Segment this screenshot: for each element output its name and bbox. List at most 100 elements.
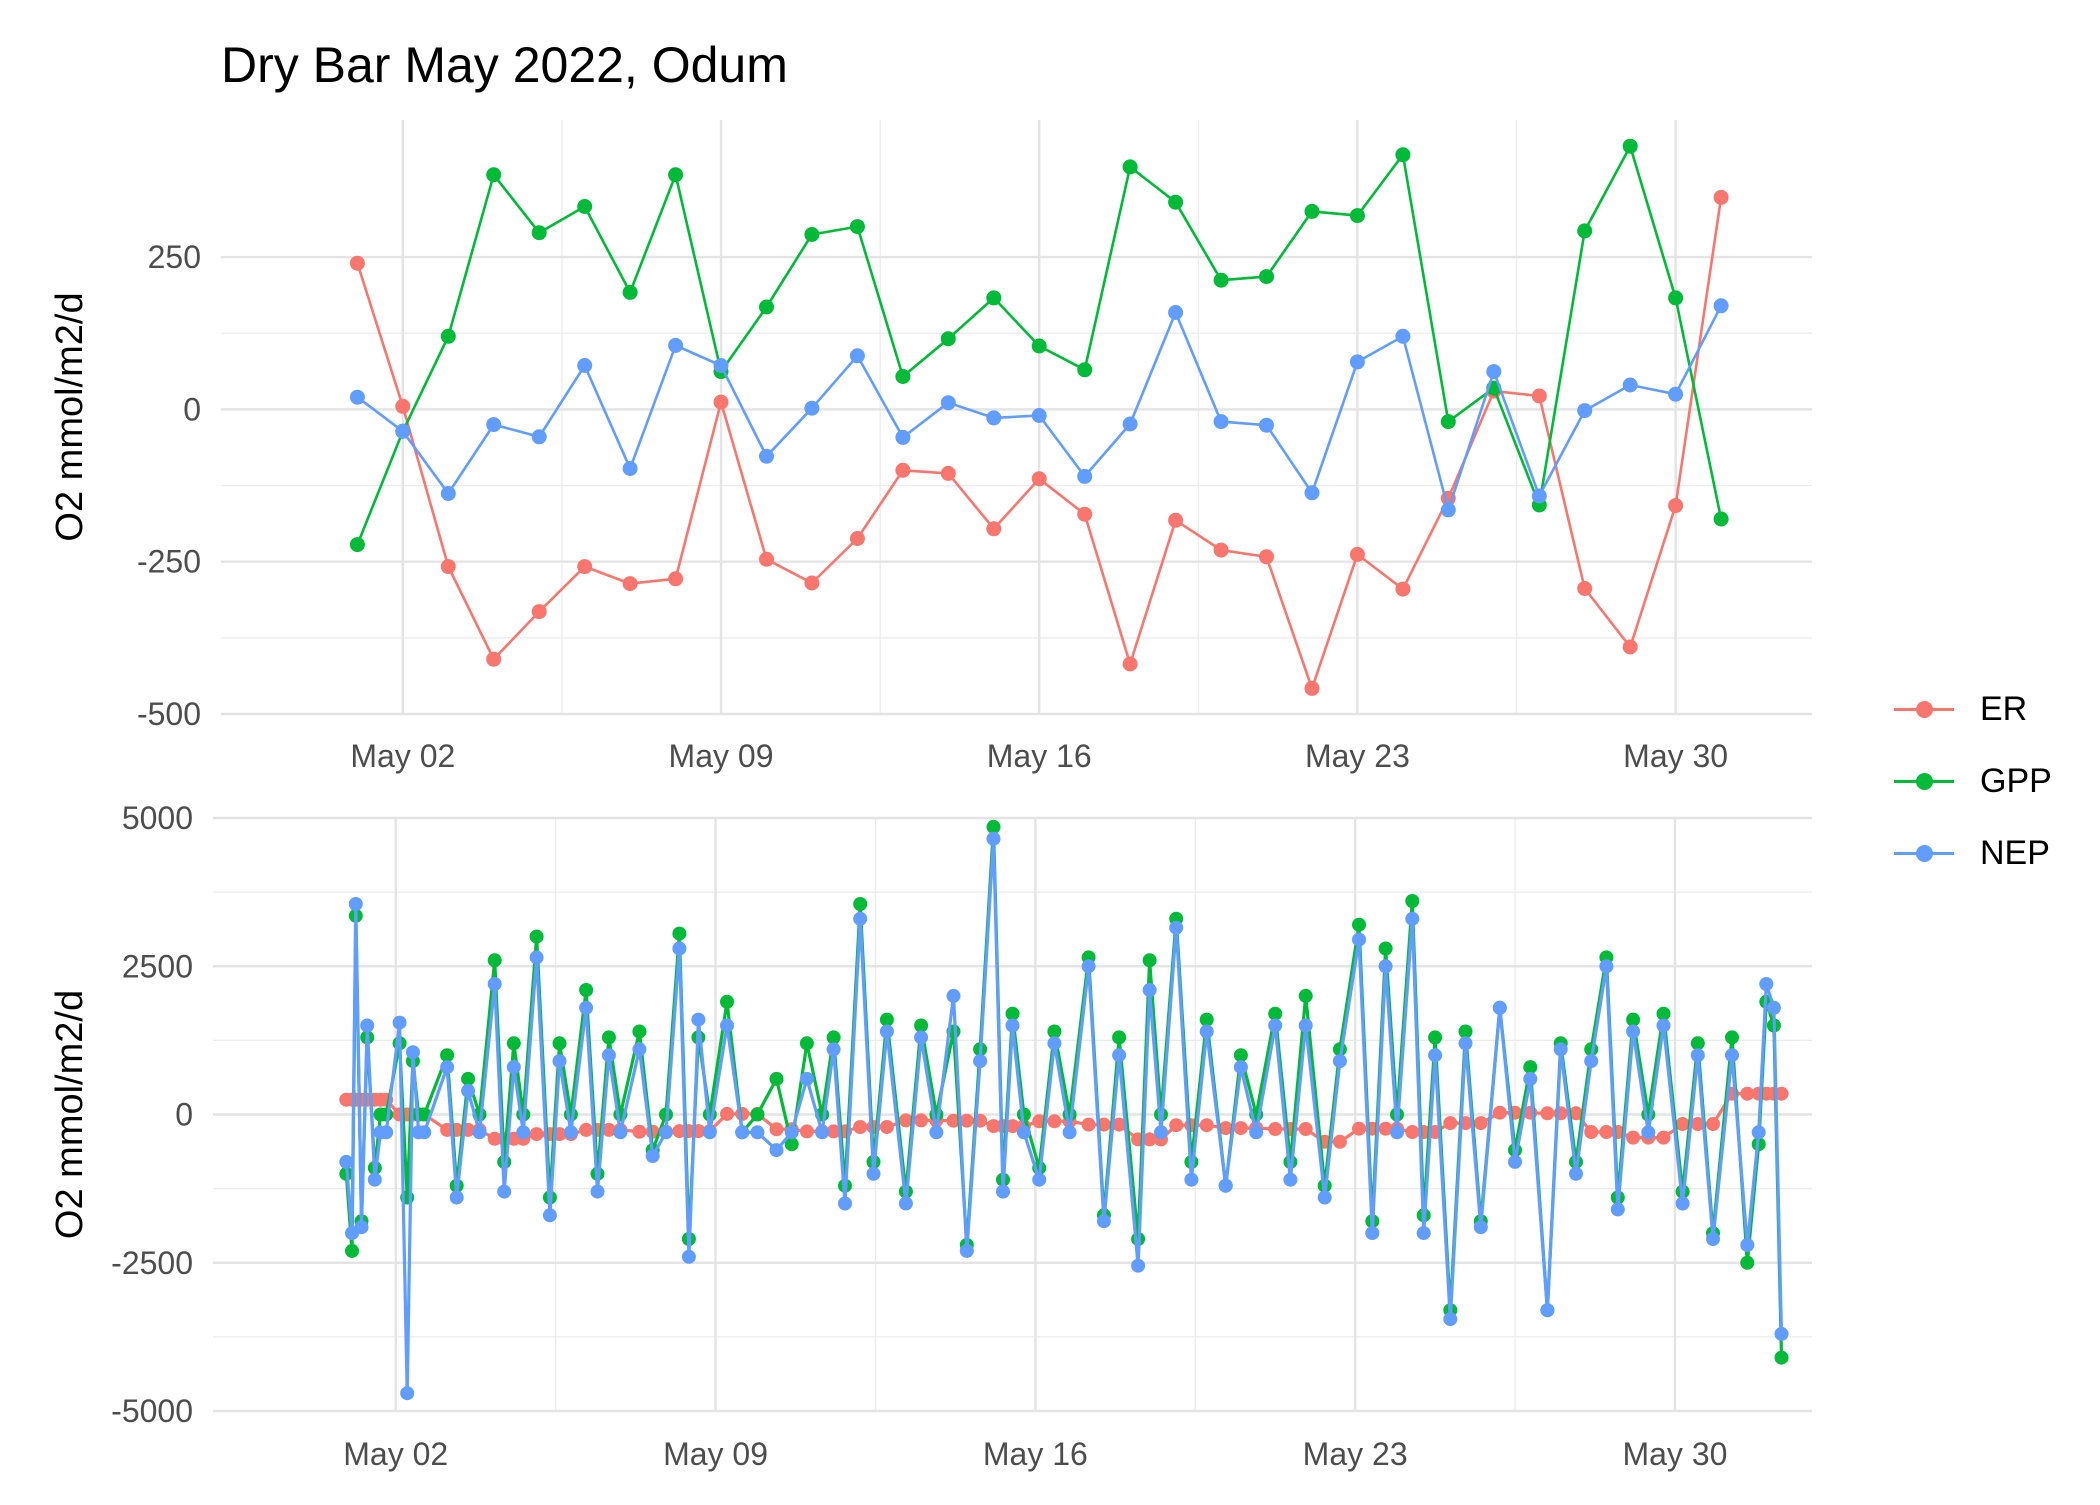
data-point-nep xyxy=(1365,1226,1380,1241)
data-point-gpp xyxy=(1577,223,1593,239)
data-point-nep xyxy=(804,400,820,416)
data-point-er xyxy=(879,1120,894,1134)
data-point-er xyxy=(1492,1105,1507,1120)
data-point-nep xyxy=(339,1154,354,1169)
data-point-nep xyxy=(853,911,868,926)
y-tick-label: -500 xyxy=(137,696,201,732)
data-point-gpp xyxy=(579,983,594,997)
data-point-gpp xyxy=(804,227,820,242)
data-point-er xyxy=(1774,1086,1789,1101)
data-point-nep xyxy=(1016,1125,1031,1140)
data-point-er xyxy=(1077,506,1093,522)
data-point-nep xyxy=(1122,416,1138,432)
data-point-nep xyxy=(622,461,638,476)
data-point-nep xyxy=(613,1125,628,1140)
data-point-gpp xyxy=(1112,1030,1127,1045)
legend-item-nep: NEP xyxy=(1882,824,2082,884)
x-tick-label: May 09 xyxy=(669,738,774,774)
data-point-gpp xyxy=(632,1024,647,1039)
data-point-er xyxy=(799,1124,814,1139)
data-point-er xyxy=(601,1122,616,1137)
data-point-nep xyxy=(1751,1125,1766,1140)
data-point-nep xyxy=(1690,1048,1705,1063)
data-point-er xyxy=(632,1124,647,1139)
data-point-gpp xyxy=(826,1030,841,1045)
x-tick-label: May 09 xyxy=(663,1436,768,1472)
data-point-nep xyxy=(1032,1172,1047,1187)
data-point-gpp xyxy=(1268,1006,1283,1021)
data-point-gpp xyxy=(1740,1255,1755,1270)
data-point-gpp xyxy=(440,1048,455,1063)
data-point-er xyxy=(1577,581,1593,596)
data-point-er xyxy=(1169,1118,1184,1133)
data-point-er xyxy=(769,1122,784,1137)
data-point-nep xyxy=(849,348,865,364)
data-point-nep xyxy=(449,1190,464,1205)
data-point-gpp xyxy=(349,537,365,553)
data-point-gpp xyxy=(1713,511,1729,527)
y-tick-label: 2500 xyxy=(122,948,193,984)
data-point-nep xyxy=(691,1012,706,1027)
data-point-nep xyxy=(799,1071,814,1086)
panel-2: May 02 May 09 May 16 May 23 May 30 -5000 -2500… xyxy=(49,800,1812,1472)
data-point-nep xyxy=(681,1249,696,1264)
data-point-gpp xyxy=(672,926,687,941)
data-point-gpp xyxy=(914,1018,929,1033)
data-point-gpp xyxy=(531,225,547,241)
data-point-nep xyxy=(784,1125,799,1140)
data-point-nep xyxy=(940,395,956,411)
data-point-er xyxy=(1031,471,1047,487)
data-point-nep xyxy=(632,1042,647,1057)
y-tick-label: -5000 xyxy=(111,1393,193,1429)
data-point-nep xyxy=(1352,932,1366,947)
x-tick-label: May 02 xyxy=(343,1436,448,1472)
data-point-nep xyxy=(516,1125,531,1140)
data-point-gpp xyxy=(552,1036,567,1051)
data-point-nep xyxy=(713,358,729,373)
data-point-er xyxy=(940,465,956,481)
data-point-er xyxy=(1531,388,1547,404)
data-point-gpp xyxy=(1142,953,1157,968)
data-point-nep xyxy=(601,1048,616,1063)
data-point-gpp xyxy=(440,328,456,344)
data-point-nep xyxy=(400,1386,415,1401)
data-point-nep xyxy=(392,1015,407,1030)
data-point-gpp xyxy=(1047,1024,1062,1039)
data-point-gpp xyxy=(1031,338,1047,354)
data-point-nep xyxy=(1531,488,1547,504)
data-point-er xyxy=(486,651,502,667)
data-point-er xyxy=(1540,1106,1555,1121)
x-tick-label: May 23 xyxy=(1303,1436,1408,1472)
data-point-nep xyxy=(1349,354,1365,370)
x-tick-label: May 16 xyxy=(987,738,1092,774)
data-point-er xyxy=(1081,1117,1096,1132)
data-point-nep xyxy=(579,1000,594,1015)
data-point-gpp xyxy=(1622,138,1638,154)
data-point-nep xyxy=(1599,959,1614,974)
data-point-er xyxy=(898,1113,913,1128)
data-point-nep xyxy=(735,1125,750,1140)
data-point-nep xyxy=(668,337,684,353)
data-point-er xyxy=(986,521,1002,537)
data-point-nep xyxy=(1378,959,1393,974)
data-point-er xyxy=(529,1127,544,1142)
data-point-gpp xyxy=(601,1030,616,1045)
data-point-er xyxy=(1405,1125,1420,1139)
legend-label-gpp: GPP xyxy=(1980,762,2052,800)
data-point-nep xyxy=(702,1125,717,1140)
data-point-nep xyxy=(461,1083,476,1098)
data-point-nep xyxy=(898,1196,913,1211)
data-point-gpp xyxy=(1233,1048,1248,1063)
data-point-nep xyxy=(929,1125,944,1140)
data-point-er xyxy=(804,575,820,591)
legend-label-nep: NEP xyxy=(1980,834,2050,872)
data-point-er xyxy=(1443,1116,1458,1131)
data-point-nep xyxy=(1569,1166,1583,1181)
data-point-nep xyxy=(1610,1202,1625,1217)
y-tick-label: -250 xyxy=(137,544,201,580)
data-point-er xyxy=(440,559,456,575)
data-point-gpp xyxy=(720,994,734,1009)
data-point-nep xyxy=(1168,305,1184,320)
data-point-nep xyxy=(815,1125,830,1140)
